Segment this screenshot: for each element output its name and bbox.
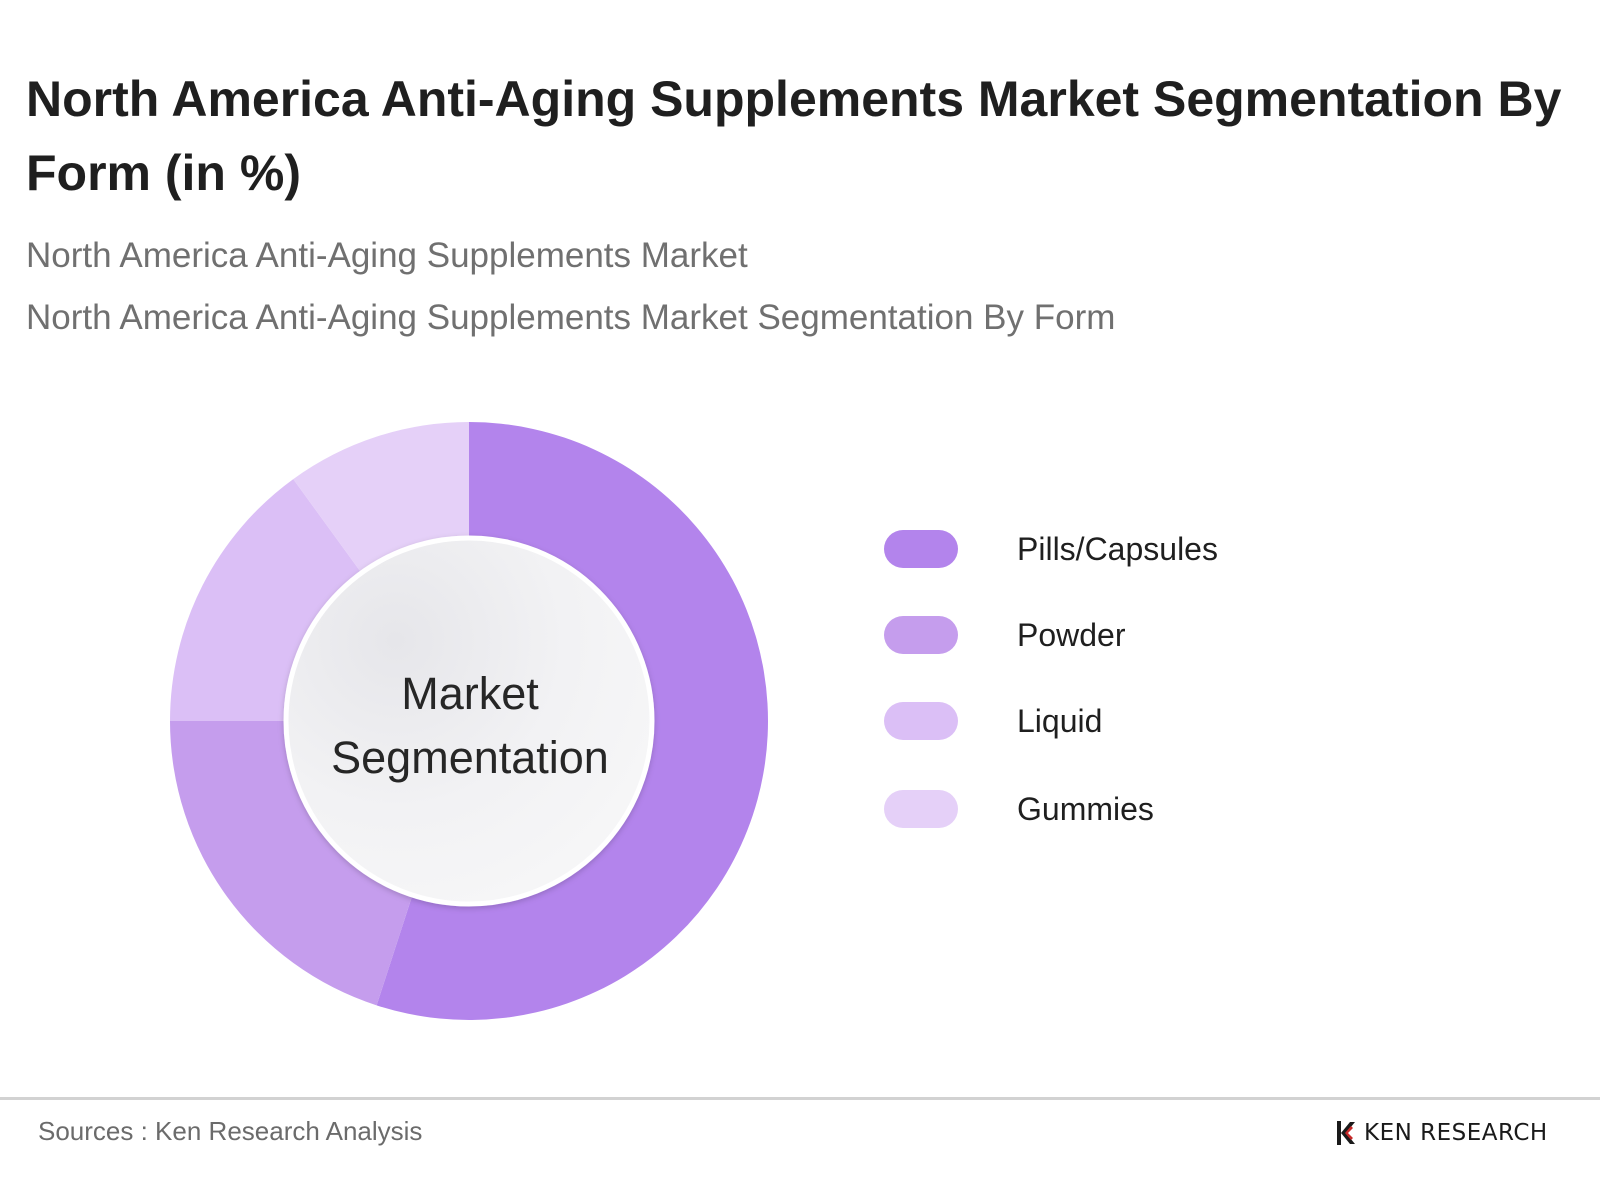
legend-item-pills-capsules: Pills/Capsules xyxy=(884,528,1384,572)
legend-label: Gummies xyxy=(1017,791,1154,827)
chart-subtitle: North America Anti-Aging Supplements Mar… xyxy=(26,236,748,275)
legend-item-gummies: Gummies xyxy=(884,788,1384,832)
brand-logo: KEN RESEARCH xyxy=(1334,1116,1574,1150)
donut-slice-pills-capsules xyxy=(376,422,769,1020)
donut-slice-powder xyxy=(170,721,423,1006)
legend-swatch xyxy=(884,702,958,740)
legend-swatch xyxy=(884,790,958,828)
legend-label: Pills/Capsules xyxy=(1017,531,1218,567)
legend-label: Liquid xyxy=(1017,703,1103,739)
donut-center-disc xyxy=(283,535,655,907)
source-note: Sources : Ken Research Analysis xyxy=(38,1116,423,1146)
ken-research-logo-icon xyxy=(1337,1121,1355,1145)
legend-label: Powder xyxy=(1017,617,1126,653)
donut-center-label: Market Segmentation xyxy=(331,668,609,783)
legend-item-liquid: Liquid xyxy=(884,700,1384,744)
brand-name: KEN RESEARCH xyxy=(1364,1120,1548,1146)
legend-item-powder: Powder xyxy=(884,614,1384,658)
legend-swatch xyxy=(884,616,958,654)
legend-swatch xyxy=(884,530,958,568)
chart-title: North America Anti-Aging Supplements Mar… xyxy=(26,71,1562,201)
footer-divider xyxy=(0,1097,1600,1100)
chart-subtitle-secondary: North America Anti-Aging Supplements Mar… xyxy=(26,298,1116,337)
